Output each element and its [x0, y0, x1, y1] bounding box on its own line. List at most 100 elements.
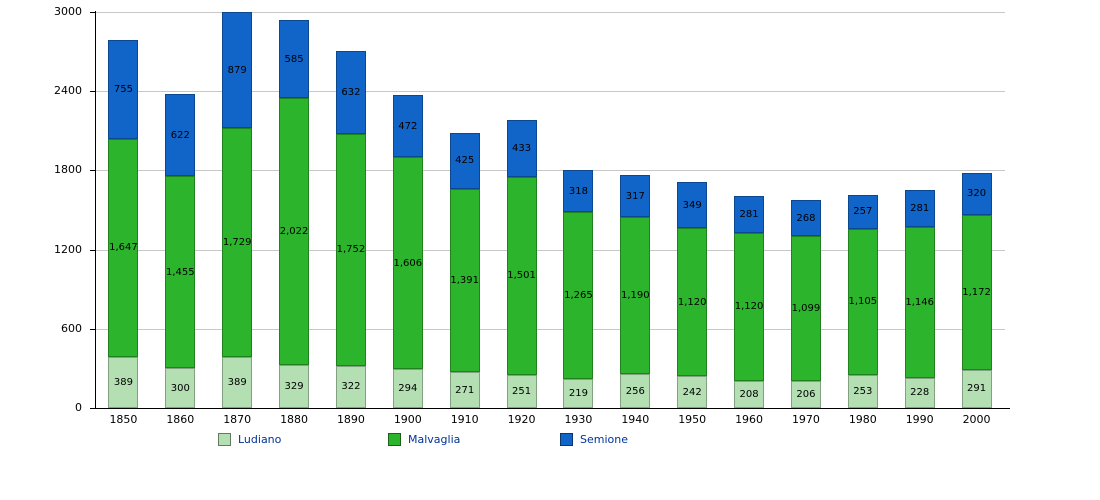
bar-segment-ludiano-1880: 329 — [279, 364, 310, 408]
bar-segment-malvaglia-1920: 1,501 — [506, 176, 537, 375]
bar-value-label: 219 — [568, 388, 588, 400]
y-axis-label: 1200 — [54, 242, 82, 256]
bar-value-label: 206 — [796, 388, 816, 400]
bar-value-label: 2,022 — [279, 225, 309, 237]
bar-segment-malvaglia-1950: 1,120 — [677, 228, 708, 377]
y-axis: 0 600 1200 1800 2400 3000 — [0, 5, 95, 414]
y-tick-mark — [90, 170, 95, 172]
bar-segment-malvaglia-1940: 1,190 — [620, 217, 651, 375]
x-axis-label: 1880 — [280, 413, 309, 426]
bar-value-label: 257 — [853, 206, 873, 218]
gridline-3000 — [95, 12, 1005, 13]
bar-value-label: 1,265 — [564, 290, 593, 302]
bar-segment-ludiano-1970: 206 — [790, 380, 821, 408]
bar-value-label: 242 — [682, 386, 702, 398]
x-axis-label: 1920 — [507, 413, 536, 426]
bar-value-label: 755 — [113, 83, 133, 95]
bar-value-label: 632 — [341, 87, 361, 99]
bar-segment-ludiano-1890: 322 — [335, 365, 366, 408]
bar-value-label: 281 — [910, 202, 930, 214]
bar-value-label: 879 — [227, 64, 247, 76]
bar-segment-semione-1970: 268 — [790, 200, 821, 236]
bar-value-label: 389 — [113, 376, 133, 388]
bar-segment-semione-1870: 879 — [222, 12, 253, 129]
legend-swatch-ludiano — [218, 432, 231, 446]
bar-segment-malvaglia-1870: 1,729 — [222, 128, 253, 357]
x-axis-label: 1960 — [735, 413, 764, 426]
bar-segment-semione-1980: 257 — [847, 194, 878, 229]
bar-value-label: 1,105 — [848, 296, 878, 308]
bar-segment-ludiano-1980: 253 — [847, 374, 878, 408]
bar-value-label: 281 — [739, 208, 759, 220]
bar-value-label: 256 — [625, 385, 645, 397]
bar-segment-malvaglia-1880: 2,022 — [279, 97, 310, 365]
x-axis-label: 1980 — [848, 413, 877, 426]
y-tick-mark — [90, 12, 95, 13]
legend-item-ludiano: Ludiano — [218, 431, 281, 447]
bar-value-label: 622 — [170, 129, 190, 141]
bar-segment-malvaglia-1900: 1,606 — [392, 157, 423, 370]
bar-segment-malvaglia-1990: 1,146 — [904, 226, 935, 378]
bar-segment-malvaglia-1910: 1,391 — [449, 188, 480, 373]
bar-value-label: 1,190 — [621, 290, 650, 302]
y-tick-mark — [90, 328, 95, 330]
x-axis-label: 1860 — [166, 413, 195, 426]
bar-value-label: 349 — [682, 199, 702, 211]
bar-segment-ludiano-1940: 256 — [620, 374, 651, 408]
bar-segment-malvaglia-1960: 1,120 — [734, 232, 765, 381]
bar-value-label: 425 — [455, 155, 475, 167]
bar-value-label: 253 — [853, 385, 873, 397]
bar-segment-semione-1950: 349 — [677, 182, 708, 229]
bar-value-label: 251 — [512, 385, 532, 397]
y-axis-label: 1800 — [54, 163, 82, 177]
y-axis-label: 3000 — [54, 5, 82, 18]
bar-value-label: 322 — [341, 381, 361, 393]
bar-value-label: 433 — [512, 142, 532, 154]
plot-area: 389 1,647 755 300 1,455 622 389 1,729 879 329 2,02… — [95, 12, 1005, 408]
bar-segment-malvaglia-2000: 1,172 — [961, 214, 992, 370]
bar-value-label: 1,606 — [393, 257, 423, 269]
bar-value-label: 1,501 — [507, 270, 536, 282]
x-axis: 1850 1860 1870 1880 1890 1900 1910 1920 1930 1940… — [95, 413, 1005, 429]
bar-value-label: 268 — [796, 212, 816, 224]
bar-value-label: 291 — [967, 383, 987, 395]
gridline-1800 — [95, 170, 1005, 172]
legend: Ludiano Malvaglia Semione — [0, 431, 1100, 451]
bar-value-label: 1,120 — [734, 301, 764, 313]
bar-segment-ludiano-1960: 208 — [734, 380, 765, 408]
bar-segment-semione-2000: 320 — [961, 172, 992, 215]
bar-segment-semione-1850: 755 — [108, 39, 139, 140]
bar-segment-semione-1900: 472 — [392, 94, 423, 158]
legend-item-malvaglia: Malvaglia — [388, 431, 460, 447]
bar-segment-ludiano-1930: 219 — [563, 379, 594, 408]
bar-segment-semione-1920: 433 — [506, 119, 537, 177]
bar-segment-semione-1990: 281 — [904, 189, 935, 227]
bar-value-label: 329 — [284, 380, 304, 392]
bar-segment-ludiano-1900: 294 — [392, 369, 423, 408]
x-axis-label: 1870 — [223, 413, 252, 426]
gridline-1200 — [95, 249, 1005, 251]
bar-segment-ludiano-1850: 389 — [108, 356, 139, 408]
bar-value-label: 1,120 — [677, 296, 707, 308]
bar-segment-malvaglia-1890: 1,752 — [335, 134, 366, 366]
bar-value-label: 208 — [739, 388, 759, 400]
bar-value-label: 318 — [568, 185, 588, 197]
gridline-600 — [95, 328, 1005, 330]
bar-value-label: 472 — [398, 120, 418, 132]
x-axis-label: 2000 — [962, 413, 991, 426]
bar-segment-malvaglia-1970: 1,099 — [790, 235, 821, 381]
bar-segment-ludiano-1860: 300 — [165, 368, 196, 408]
bar-segment-ludiano-1990: 228 — [904, 377, 935, 408]
bar-segment-ludiano-1910: 271 — [449, 372, 480, 408]
bar-segment-malvaglia-1850: 1,647 — [108, 139, 139, 357]
bar-segment-semione-1880: 585 — [279, 20, 310, 98]
y-axis-line — [95, 11, 96, 409]
bar-value-label: 320 — [967, 188, 987, 200]
bar-segment-semione-1910: 425 — [449, 132, 480, 189]
x-axis-label: 1990 — [905, 413, 934, 426]
bar-value-label: 271 — [455, 384, 475, 396]
legend-label-malvaglia: Malvaglia — [408, 432, 461, 446]
legend-swatch-semione — [560, 432, 573, 446]
bar-value-label: 1,146 — [905, 296, 935, 308]
bar-segment-semione-1960: 281 — [734, 195, 765, 233]
